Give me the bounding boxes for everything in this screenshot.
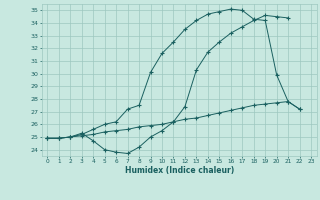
X-axis label: Humidex (Indice chaleur): Humidex (Indice chaleur) xyxy=(124,166,234,175)
